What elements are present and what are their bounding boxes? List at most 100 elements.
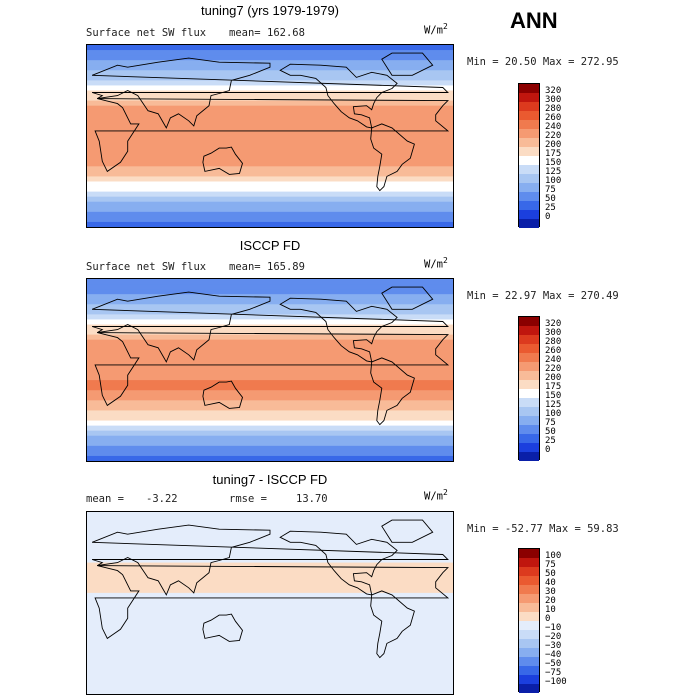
colorbar-swatch bbox=[519, 443, 539, 452]
field-band bbox=[87, 196, 453, 203]
colorbar-swatch bbox=[519, 120, 539, 129]
colorbar-swatch bbox=[519, 666, 539, 675]
colorbar-tick-label: −30 bbox=[545, 641, 562, 651]
field-band bbox=[87, 567, 453, 574]
colorbar-tick-label: 25 bbox=[545, 436, 556, 446]
colorbar-tick-label: 75 bbox=[545, 560, 556, 570]
field-band bbox=[87, 100, 453, 107]
field-band bbox=[87, 45, 453, 51]
coastline bbox=[381, 519, 434, 543]
coastline bbox=[202, 146, 243, 175]
colorbar-swatch bbox=[519, 183, 539, 192]
field-band bbox=[87, 683, 453, 690]
field-band bbox=[87, 65, 453, 71]
field-band bbox=[87, 334, 453, 341]
panel-1-field bbox=[87, 45, 453, 227]
field-band bbox=[87, 171, 453, 178]
field-band bbox=[87, 299, 453, 305]
panel-2-unit: W/m2 bbox=[424, 256, 448, 271]
field-band bbox=[87, 95, 453, 102]
colorbar-tick-label: 20 bbox=[545, 596, 556, 606]
field-band bbox=[87, 623, 453, 629]
panel-1-title: tuning7 (yrs 1979-1979) bbox=[200, 3, 340, 18]
field-band bbox=[87, 75, 453, 81]
panel-2-map bbox=[86, 278, 454, 462]
colorbar-tick-label: 100 bbox=[545, 409, 562, 419]
colorbar-tick-label: 150 bbox=[545, 158, 562, 168]
colorbar-swatch bbox=[519, 147, 539, 156]
field-band bbox=[87, 359, 453, 366]
colorbar-tick-label: 100 bbox=[545, 176, 562, 186]
colorbar-tick-label: 320 bbox=[545, 319, 562, 329]
field-band bbox=[87, 663, 453, 670]
field-band bbox=[87, 582, 453, 589]
colorbar-swatch bbox=[519, 398, 539, 407]
panel-2-minmax: Min = 22.97 Max = 270.49 bbox=[467, 290, 619, 302]
field-band bbox=[87, 279, 453, 285]
field-band bbox=[87, 110, 453, 117]
field-band bbox=[87, 547, 453, 554]
colorbar-swatch bbox=[519, 156, 539, 165]
field-band bbox=[87, 633, 453, 639]
colorbar-tick-label: 50 bbox=[545, 569, 556, 579]
colorbar-tick-label: 240 bbox=[545, 355, 562, 365]
field-band bbox=[87, 319, 453, 326]
colorbar-swatch bbox=[519, 192, 539, 201]
colorbar-tick-label: 0 bbox=[545, 614, 551, 624]
colorbar-tick-label: 175 bbox=[545, 382, 562, 392]
colorbar-tick-label: −100 bbox=[545, 677, 567, 687]
field-band bbox=[87, 375, 453, 381]
colorbar-swatch bbox=[519, 201, 539, 210]
field-band bbox=[87, 385, 453, 391]
colorbar-swatch bbox=[519, 657, 539, 666]
colorbar-swatch bbox=[519, 174, 539, 183]
panel-2-mean-label: mean= bbox=[229, 261, 261, 273]
field-band bbox=[87, 324, 453, 331]
field-band bbox=[87, 221, 453, 227]
field-band bbox=[87, 161, 453, 167]
field-band bbox=[87, 542, 453, 548]
colorbar-swatch bbox=[519, 603, 539, 612]
panel-1-colorbar: 320 300 280 260 240 220 200 175 150 125 100 75 50 25 0 bbox=[518, 83, 561, 228]
colorbar-swatch bbox=[519, 362, 539, 371]
panel-1-minmax: Min = 20.50 Max = 272.95 bbox=[467, 56, 619, 68]
field-band bbox=[87, 673, 453, 680]
field-band bbox=[87, 512, 453, 518]
field-band bbox=[87, 80, 453, 87]
field-band bbox=[87, 181, 453, 188]
field-band bbox=[87, 415, 453, 422]
field-band bbox=[87, 592, 453, 599]
field-band bbox=[87, 668, 453, 675]
panel-3-title: tuning7 - ISCCP FD bbox=[212, 472, 328, 487]
panel-2-variable-label: Surface net SW flux bbox=[86, 261, 207, 273]
field-band bbox=[87, 395, 453, 401]
field-band bbox=[87, 191, 453, 198]
field-band bbox=[87, 557, 453, 564]
field-band bbox=[87, 50, 453, 56]
field-band bbox=[87, 532, 453, 538]
colorbar-swatch bbox=[519, 326, 539, 335]
field-band bbox=[87, 597, 453, 604]
panel-3-map bbox=[86, 511, 454, 695]
colorbar-tick-label: 75 bbox=[545, 185, 556, 195]
field-band bbox=[87, 339, 453, 346]
colorbar-swatch bbox=[519, 585, 539, 594]
panel-3-mean-value: -3.22 bbox=[146, 493, 178, 505]
colorbar-tick-label: 240 bbox=[545, 122, 562, 132]
colorbar-tick-label: 220 bbox=[545, 131, 562, 141]
colorbar-tick-label: 220 bbox=[545, 364, 562, 374]
field-band bbox=[87, 166, 453, 172]
colorbar-swatch bbox=[519, 93, 539, 102]
colorbar-swatch bbox=[519, 210, 539, 219]
colorbar-swatch bbox=[519, 138, 539, 147]
field-band bbox=[87, 380, 453, 386]
colorbar-tick-label: 260 bbox=[545, 346, 562, 356]
colorbar-tick-label: 0 bbox=[545, 212, 551, 222]
field-band bbox=[87, 90, 453, 97]
colorbar-swatch bbox=[519, 111, 539, 120]
panel-3-colorbar: 100 75 50 40 30 20 10 0 −10 −20 −30 −40 −50 −75 −100 bbox=[518, 548, 567, 693]
coastline bbox=[370, 357, 415, 426]
field-band bbox=[87, 314, 453, 321]
colorbar-swatch bbox=[519, 380, 539, 389]
colorbar-swatch bbox=[519, 84, 539, 93]
